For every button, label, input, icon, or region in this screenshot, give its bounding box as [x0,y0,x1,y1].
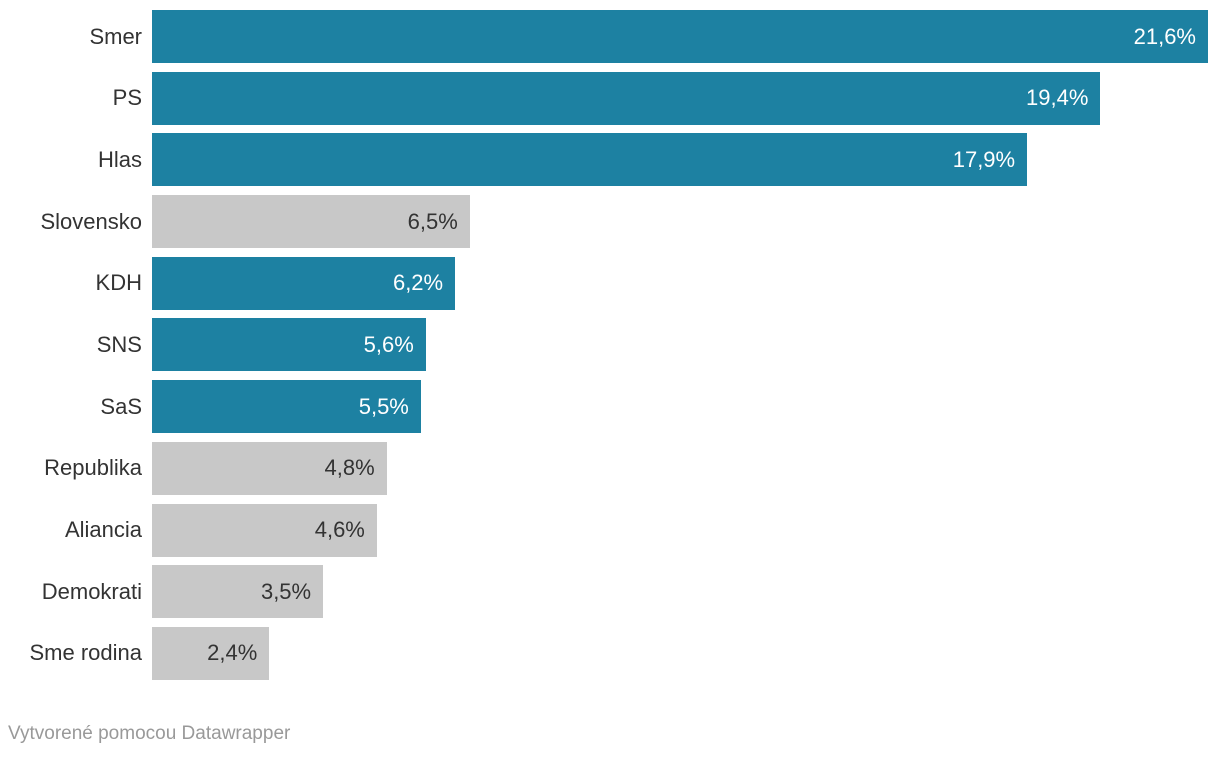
bar-row: KDH 6,2% [0,256,1208,310]
category-label: Aliancia [64,517,142,542]
value-label: 6,5% [407,208,458,234]
bar-track: 2,4% [152,626,1208,680]
bar-track: 3,5% [152,565,1208,619]
bar-rows: Smer 21,6% PS 19,4% Hlas 17,9% Slovensko… [0,10,1208,680]
bar-track: 5,6% [152,318,1208,372]
bar[interactable]: 6,2% [152,256,456,310]
value-label: 5,6% [363,331,414,357]
bar-row: Republika 4,8% [0,441,1208,495]
category-label: Slovensko [40,208,142,234]
value-label: 5,5% [358,393,409,419]
category-label: Hlas [97,146,142,172]
category-label: PS [112,85,142,111]
value-label: 3,5% [260,578,312,604]
bar[interactable]: 4,6% [152,503,377,557]
bar-row: Smer 21,6% [0,10,1208,63]
bar-row: PS 19,4% [0,71,1208,125]
value-label: 4,8% [324,455,375,481]
bar-row: Aliancia 4,6% [0,503,1208,557]
category-label: SNS [96,331,142,357]
category-label: Demokrati [41,578,142,604]
category-label: Smer [89,23,142,49]
category-label: Sme rodina [29,640,142,666]
value-label: 21,6% [1133,23,1196,49]
value-label: 19,4% [1026,85,1089,111]
bar[interactable]: 2,4% [152,626,270,680]
value-label: 2,4% [207,640,258,666]
bar[interactable]: 17,9% [152,133,1028,187]
bar-row: Hlas 17,9% [0,133,1208,187]
bar-row: Slovensko 6,5% [0,195,1208,249]
bar[interactable]: 3,5% [152,565,324,619]
bar-track: 6,5% [152,195,1208,249]
bar-row: SaS 5,5% [0,380,1208,434]
bar-row: Sme rodina 2,4% [0,626,1208,680]
bar-track: 5,5% [152,380,1208,434]
bar-track: 21,6% [152,10,1208,63]
category-label: KDH [95,270,142,296]
bar-track: 6,2% [152,256,1208,310]
category-label: Republika [44,455,142,481]
bar-track: 4,6% [152,503,1208,557]
value-label: 6,2% [392,270,444,296]
bar-track: 4,8% [152,441,1208,495]
category-label: SaS [100,393,142,419]
bar[interactable]: 4,8% [152,441,387,495]
bar[interactable]: 6,5% [152,195,470,249]
bar[interactable]: 5,5% [152,380,421,434]
bar-row: Demokrati 3,5% [0,565,1208,619]
attribution-footer: Vytvorené pomocou Datawrapper [8,722,291,744]
bar-row: SNS 5,6% [0,318,1208,372]
bar-track: 19,4% [152,71,1208,125]
value-label: 17,9% [952,146,1016,172]
value-label: 4,6% [314,517,365,542]
bar[interactable]: 5,6% [152,318,426,372]
bar[interactable]: 19,4% [152,71,1101,125]
bar[interactable]: 21,6% [152,10,1208,63]
bar-track: 17,9% [152,133,1208,187]
